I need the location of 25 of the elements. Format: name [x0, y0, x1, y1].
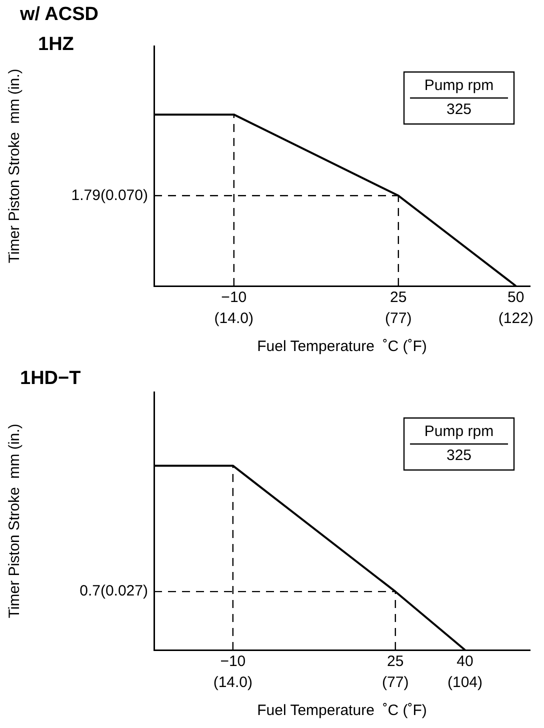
text: Pump rpm [424, 77, 494, 94]
x-tick-label: 40 [456, 653, 474, 670]
x2-tick-label: (122) [498, 310, 534, 328]
x-axis-title: Fuel Temperature ˚C (˚F) [257, 702, 427, 720]
x-tick-label: 25 [390, 289, 407, 306]
x2-tick-label: (77) [385, 310, 412, 328]
x-tick-label: 25 [387, 653, 404, 670]
x2-tick-label: (14.0) [213, 674, 253, 692]
x-tick-label: 50 [508, 289, 524, 306]
x-tick-label: −10 [221, 289, 247, 306]
y-axis-title: Timer Piston Stroke mm (in.) [6, 424, 24, 618]
chart-title: w/ ACSD [20, 4, 98, 26]
x-tick-label: −10 [220, 653, 246, 670]
x2-tick-label: (14.0) [214, 310, 254, 328]
text: 0.7(0.027) [80, 582, 148, 600]
text: 1.79(0.070) [71, 186, 148, 204]
chart-title: 1HD−T [20, 368, 81, 390]
y-axis-title: Timer Piston Stroke mm (in.) [6, 68, 24, 264]
x-axis-title: Fuel Temperature ˚C (˚F) [257, 338, 427, 356]
annotation: 325 [446, 101, 472, 118]
text: 325 [446, 447, 472, 464]
chart-subtitle: 1HZ [38, 34, 74, 56]
x2-tick-label: (77) [382, 674, 409, 692]
x2-tick-label: (104) [447, 674, 483, 692]
text: Pump rpm [424, 423, 494, 440]
